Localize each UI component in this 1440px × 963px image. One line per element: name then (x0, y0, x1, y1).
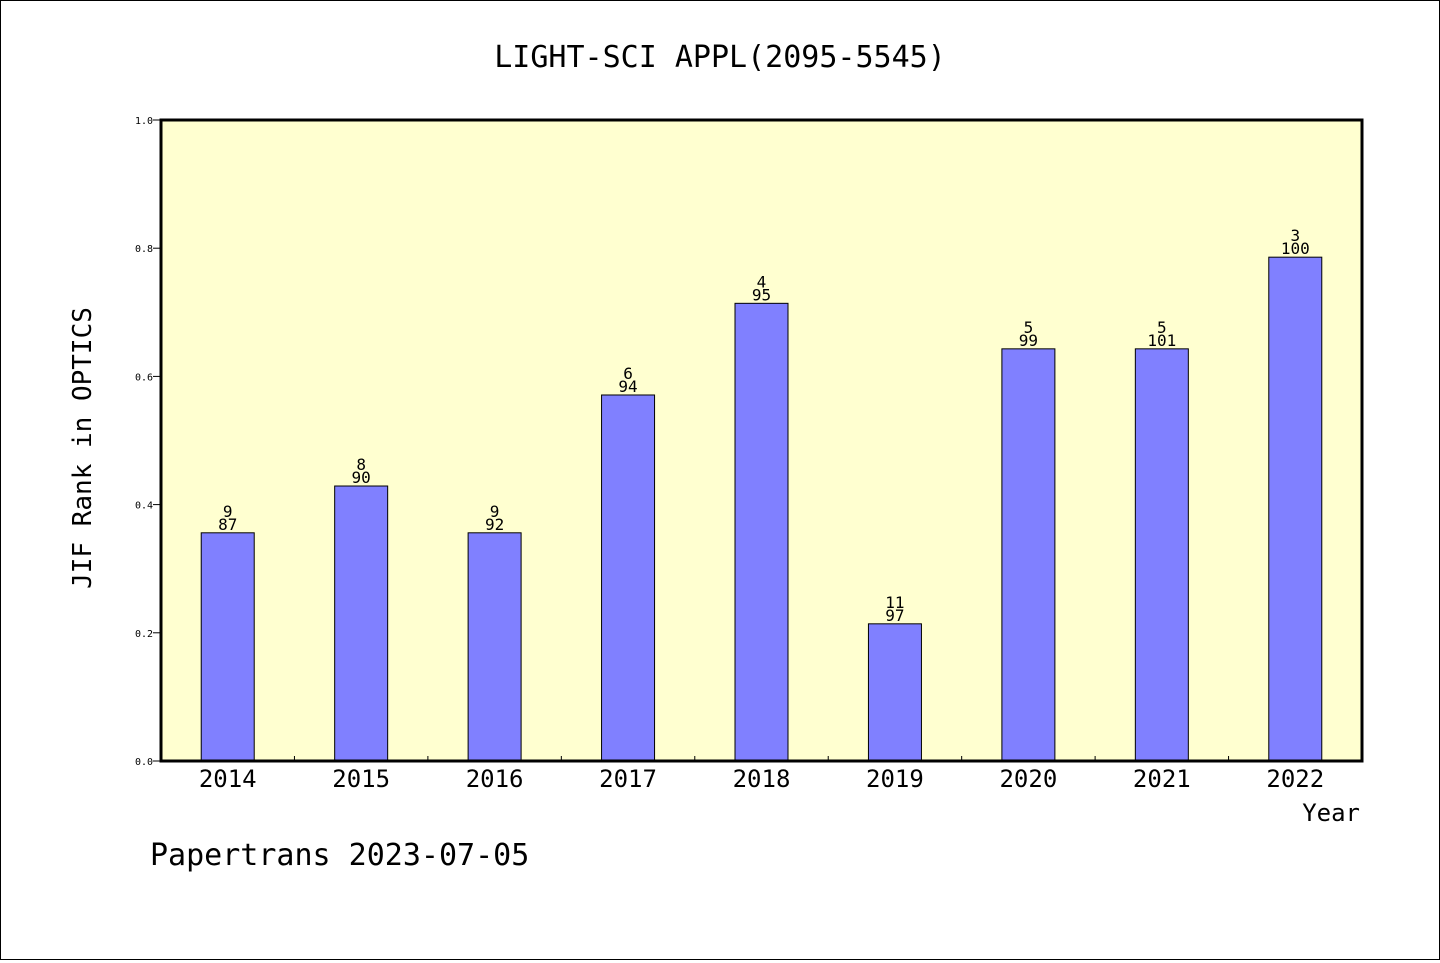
y-axis: 0.0 0.2 0.4 0.6 0.8 1.0 (135, 116, 161, 768)
bar-2015 (334, 485, 389, 762)
bar-2020 (1001, 348, 1056, 762)
x-axis: 2014 2015 2016 2017 2018 2019 2020 2021 2022 (199, 756, 1324, 793)
bar-rank-label: 11 (885, 593, 904, 612)
footer-text: Papertrans 2023-07-05 (150, 838, 529, 873)
bar-2022 (1268, 256, 1323, 762)
bar-total-label: 99 (1019, 331, 1038, 350)
bar-2018 (734, 302, 789, 762)
bar-total-label: 97 (885, 606, 904, 625)
y-tick-label: 0.4 (135, 501, 153, 512)
bar-total-label: 87 (218, 515, 237, 534)
bar-rank-label: 6 (623, 364, 633, 383)
y-tick-label: 0.6 (135, 372, 153, 383)
x-tick-label: 2022 (1266, 765, 1324, 793)
x-tick-label: 2020 (999, 765, 1057, 793)
bar-total-label: 92 (485, 515, 504, 534)
y-tick-label: 0.8 (135, 244, 153, 255)
bar-rank-label: 3 (1290, 226, 1300, 245)
bar-rank-label: 8 (356, 455, 366, 474)
x-tick-label: 2014 (199, 765, 257, 793)
bar-rank-label: 5 (1024, 318, 1034, 337)
bar-2016 (467, 532, 522, 762)
chart-title: LIGHT-SCI APPL(2095-5545) (494, 40, 946, 75)
x-tick-label: 2019 (866, 765, 924, 793)
bar-2014 (200, 532, 255, 762)
y-axis-label: JIF Rank in OPTICS (68, 307, 98, 589)
bar-2021 (1134, 348, 1189, 762)
bar-rank-label: 5 (1157, 318, 1167, 337)
x-tick-label: 2017 (599, 765, 657, 793)
bar-rank-label: 4 (757, 272, 767, 291)
x-tick-label: 2021 (1133, 765, 1191, 793)
bar-total-label: 101 (1147, 331, 1176, 350)
bar-total-label: 90 (352, 468, 371, 487)
x-axis-label: Year (1302, 799, 1360, 827)
y-tick-label: 1.0 (135, 116, 153, 127)
x-tick-label: 2018 (733, 765, 791, 793)
x-tick-label: 2015 (332, 765, 390, 793)
bar-total-label: 100 (1281, 239, 1310, 258)
bar-2017 (601, 394, 656, 762)
y-tick-label: 0.2 (135, 629, 153, 640)
plot-border (159, 118, 1364, 763)
bar-rank-label: 9 (490, 502, 500, 521)
bar-rank-label: 9 (223, 502, 233, 521)
y-tick-label: 0.0 (135, 757, 153, 768)
x-tick-label: 2016 (466, 765, 524, 793)
bar-2019 (867, 623, 922, 762)
bar-total-label: 95 (752, 285, 771, 304)
bar-total-label: 94 (618, 377, 637, 396)
